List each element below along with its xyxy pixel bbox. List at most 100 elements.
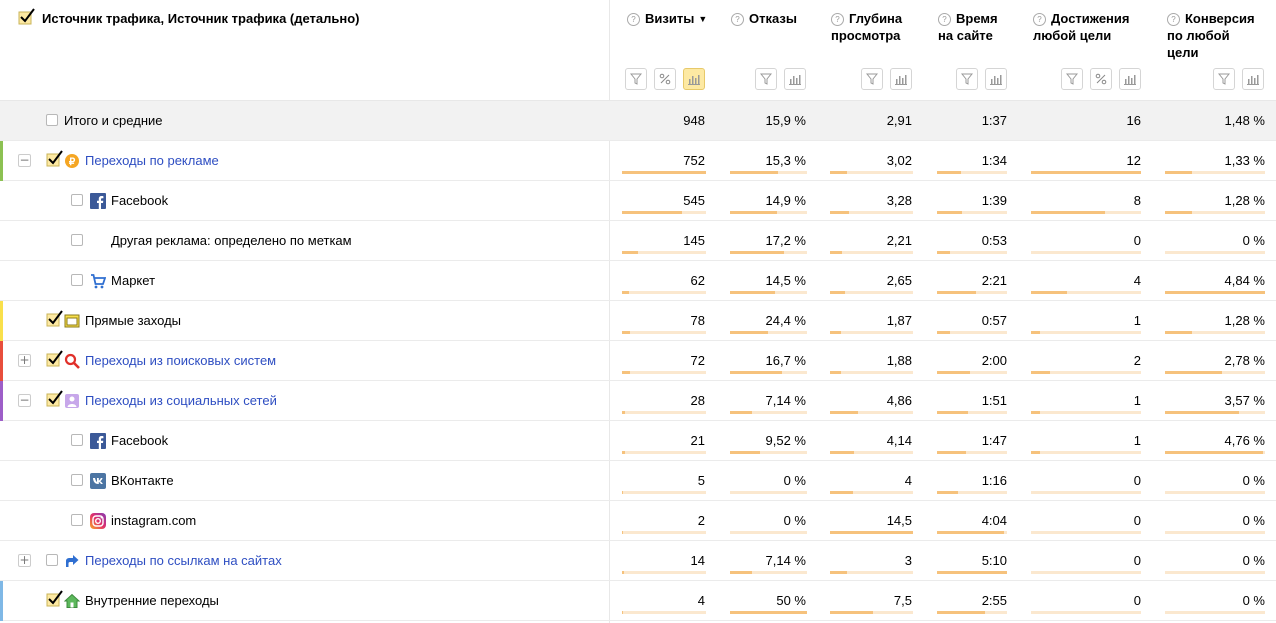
row-checkbox[interactable] <box>71 434 83 446</box>
table-row[interactable]: instagram.com 2 0 % 14,5 4:04 0 0 % <box>0 501 1276 541</box>
cell-bar-track <box>937 291 1007 294</box>
column-header-time[interactable]: ? Время на сайте <box>938 10 998 44</box>
cell-bar-track <box>830 531 913 534</box>
facebook-icon <box>90 433 106 449</box>
row-checkbox[interactable] <box>71 514 83 526</box>
column-header-conv[interactable]: ? Конверсия по любой цели <box>1167 10 1255 61</box>
table-row[interactable]: Facebook 21 9,52 % 4,14 1:47 1 4,76 % <box>0 421 1276 461</box>
cell-value: 14,5 % <box>765 273 806 288</box>
chart-button[interactable] <box>985 68 1007 90</box>
cell-bar-track <box>830 611 913 614</box>
percent-icon <box>659 73 671 85</box>
expand-toggle[interactable]: + <box>18 553 31 567</box>
help-icon[interactable]: ? <box>1033 13 1046 26</box>
help-icon[interactable]: ? <box>1167 13 1180 26</box>
percent-button[interactable] <box>654 68 676 90</box>
column-header-depth[interactable]: ? Глубина просмотра <box>831 10 902 44</box>
chart-button[interactable] <box>890 68 912 90</box>
filter-button[interactable] <box>625 68 647 90</box>
cell-bar-track <box>830 251 913 254</box>
cell-value: 5 <box>697 473 705 488</box>
cell-value: 15,9 % <box>765 113 806 128</box>
percent-button[interactable] <box>1090 68 1112 90</box>
chart-button[interactable] <box>1119 68 1141 90</box>
cell-bar-track <box>830 171 913 174</box>
instagram-icon <box>90 513 106 529</box>
cell-value: 4 <box>904 473 912 488</box>
table-row[interactable]: Прямые заходы 78 24,4 % 1,87 0:57 1 1,28 % <box>0 301 1276 341</box>
chart-icon <box>789 75 801 85</box>
cell-bar-track <box>1165 491 1265 494</box>
cell-bar-fill <box>622 611 623 614</box>
cell-value: 7,14 % <box>765 553 806 568</box>
checkmark-icon[interactable] <box>18 8 36 26</box>
column-header-bounces[interactable]: ? Отказы <box>731 10 797 27</box>
collapse-toggle[interactable]: − <box>18 153 31 167</box>
row-checkbox[interactable] <box>71 274 83 286</box>
cell-value: 50 % <box>776 593 806 608</box>
expand-toggle[interactable]: + <box>18 353 31 367</box>
help-icon[interactable]: ? <box>831 13 844 26</box>
chart-icon <box>990 75 1002 85</box>
checkmark-icon[interactable] <box>46 310 64 328</box>
row-checkbox[interactable] <box>46 554 58 566</box>
filter-button[interactable] <box>1061 68 1083 90</box>
column-header-visits[interactable]: ? Визиты ▼ <box>627 10 707 28</box>
cell-value: 752 <box>683 153 705 168</box>
cell-bar-fill <box>1165 171 1192 174</box>
filter-button[interactable] <box>1213 68 1235 90</box>
cell-bar-track <box>830 291 913 294</box>
cell-bar-track <box>830 371 913 374</box>
cell-value: 4,84 % <box>1224 273 1265 288</box>
totals-row[interactable]: Итого и средние 948 15,9 % 2,91 1:37 16 1,48 % <box>0 101 1276 141</box>
cell-bar-fill <box>730 371 782 374</box>
filter-button[interactable] <box>755 68 777 90</box>
chart-button[interactable] <box>784 68 806 90</box>
filter-button[interactable] <box>861 68 883 90</box>
help-icon[interactable]: ? <box>938 13 951 26</box>
table-row[interactable]: − Переходы из социальных сетей 28 7,14 % 4,8… <box>0 381 1276 421</box>
table-row[interactable]: Facebook 545 14,9 % 3,28 1:39 8 1,28 % <box>0 181 1276 221</box>
help-icon[interactable]: ? <box>731 13 744 26</box>
cell-bar-fill <box>1031 291 1067 294</box>
row-label[interactable]: Переходы по ссылкам на сайтах <box>85 553 282 568</box>
table-row[interactable]: Маркет 62 14,5 % 2,65 2:21 4 4,84 % <box>0 261 1276 301</box>
checkmark-icon[interactable] <box>46 150 64 168</box>
checkmark-icon[interactable] <box>46 390 64 408</box>
checkmark-icon[interactable] <box>46 590 64 608</box>
table-row[interactable]: − ₽ Переходы по рекламе 752 15,3 % 3,02 1:34 12… <box>0 141 1276 181</box>
cell-bar-fill <box>830 611 873 614</box>
cell-bar-track <box>937 331 1007 334</box>
help-icon[interactable]: ? <box>627 13 640 26</box>
chart-button[interactable] <box>683 68 705 90</box>
cell-value: 14 <box>690 553 705 568</box>
row-checkbox[interactable] <box>71 474 83 486</box>
row-label[interactable]: Переходы по рекламе <box>85 153 219 168</box>
cell-bar-track <box>730 171 807 174</box>
collapse-toggle[interactable]: − <box>18 393 31 407</box>
column-header-goals[interactable]: ? Достижения любой цели <box>1033 10 1129 44</box>
cell-value: 1,87 <box>886 313 912 328</box>
dimension-title[interactable]: Источник трафика, Источник трафика (дета… <box>42 11 360 26</box>
table-row[interactable]: + Переходы по ссылкам на сайтах 14 7,14 % 3 5… <box>0 541 1276 581</box>
cell-bar-track <box>730 331 807 334</box>
filter-button[interactable] <box>956 68 978 90</box>
sort-desc-icon[interactable]: ▼ <box>698 14 708 24</box>
row-label[interactable]: Переходы из социальных сетей <box>85 393 277 408</box>
chart-button[interactable] <box>1242 68 1264 90</box>
row-checkbox[interactable] <box>71 194 83 206</box>
row-checkbox[interactable] <box>71 234 83 246</box>
cell-bar-track <box>1165 411 1265 414</box>
row-label[interactable]: Переходы из поисковых систем <box>85 353 277 368</box>
cell-value: 62 <box>690 273 705 288</box>
table-row[interactable]: Другая реклама: определено по меткам 145 1… <box>0 221 1276 261</box>
table-row[interactable]: ВКонтакте 5 0 % 4 1:16 0 0 % <box>0 461 1276 501</box>
checkmark-icon[interactable] <box>46 350 64 368</box>
cell-bar-fill <box>622 451 625 454</box>
cell-bar-fill <box>937 331 950 334</box>
filter-icon <box>961 73 973 85</box>
row-checkbox[interactable] <box>46 114 58 126</box>
table-row[interactable]: Внутренние переходы 4 50 % 7,5 2:55 0 0 % <box>0 581 1276 621</box>
cell-bar-track <box>937 491 1007 494</box>
table-row[interactable]: + Переходы из поисковых систем 72 16,7 % 1,8… <box>0 341 1276 381</box>
